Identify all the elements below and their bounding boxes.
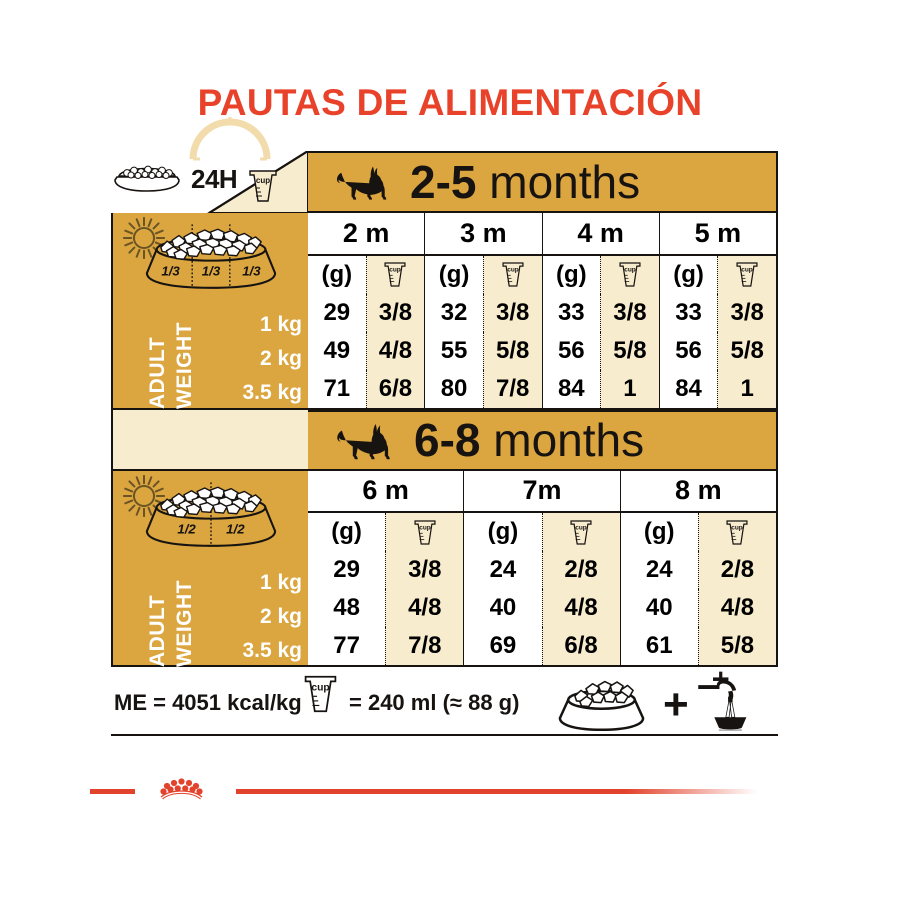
svg-text:cup: cup — [256, 176, 270, 185]
svg-text:cup: cup — [507, 267, 519, 274]
svg-text:cup: cup — [419, 524, 431, 531]
svg-text:1/3: 1/3 — [242, 263, 261, 278]
svg-text:cup: cup — [390, 267, 402, 274]
svg-text:1/3: 1/3 — [161, 263, 180, 278]
svg-text:1/3: 1/3 — [202, 263, 221, 278]
svg-text:cup: cup — [311, 683, 329, 694]
svg-text:1/2: 1/2 — [177, 521, 196, 536]
svg-text:1/2: 1/2 — [226, 521, 245, 536]
svg-text:cup: cup — [732, 524, 744, 531]
svg-text:cup: cup — [741, 267, 753, 274]
svg-text:cup: cup — [575, 524, 587, 531]
svg-text:cup: cup — [624, 267, 636, 274]
